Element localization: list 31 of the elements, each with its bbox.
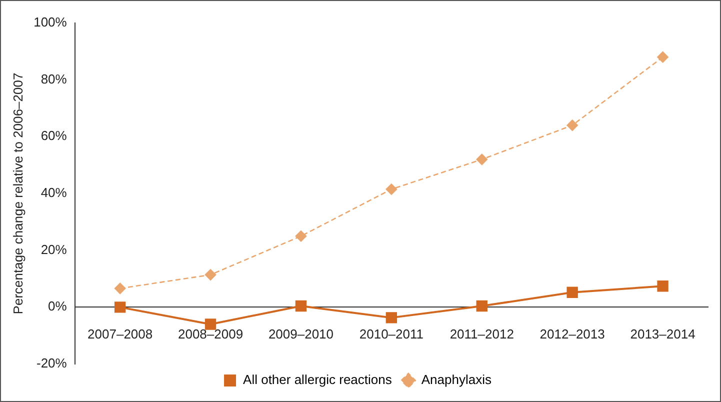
point xyxy=(657,51,668,63)
point xyxy=(114,302,126,313)
point xyxy=(476,154,488,166)
x-tick-label: 2007–2008 xyxy=(88,326,153,342)
x-tick-label: 2011–2012 xyxy=(450,326,514,342)
y-tick-label: 100% xyxy=(34,14,68,30)
y-tick-label: 60% xyxy=(40,128,68,144)
legend-label: Anaphylaxis xyxy=(421,372,492,388)
point xyxy=(204,318,216,330)
y-tick-label: 0% xyxy=(48,298,68,314)
x-tick-label: 2012–2013 xyxy=(540,326,605,342)
point xyxy=(114,282,126,294)
x-tick-label: 2013–2014 xyxy=(630,326,696,342)
x-tick-label: 2010–2011 xyxy=(359,326,424,342)
y-tick-label: 20% xyxy=(40,242,68,257)
point xyxy=(657,280,668,292)
point xyxy=(566,120,578,131)
point xyxy=(476,300,488,312)
y-axis-title: Percentage change relative to 2006–2007 xyxy=(10,72,26,314)
y-tick-label: 80% xyxy=(40,71,68,86)
y-tick-label: 40% xyxy=(40,185,68,200)
point xyxy=(566,286,578,298)
point xyxy=(295,230,307,242)
point xyxy=(386,184,398,195)
point xyxy=(386,312,398,324)
point xyxy=(204,269,216,280)
x-tick-label: 2009–2010 xyxy=(268,326,334,342)
y-tick-label: -20% xyxy=(36,356,68,371)
legend-label: All other allergic reactions xyxy=(243,372,392,388)
point xyxy=(295,300,307,312)
x-tick-label: 2008–2009 xyxy=(178,326,244,342)
